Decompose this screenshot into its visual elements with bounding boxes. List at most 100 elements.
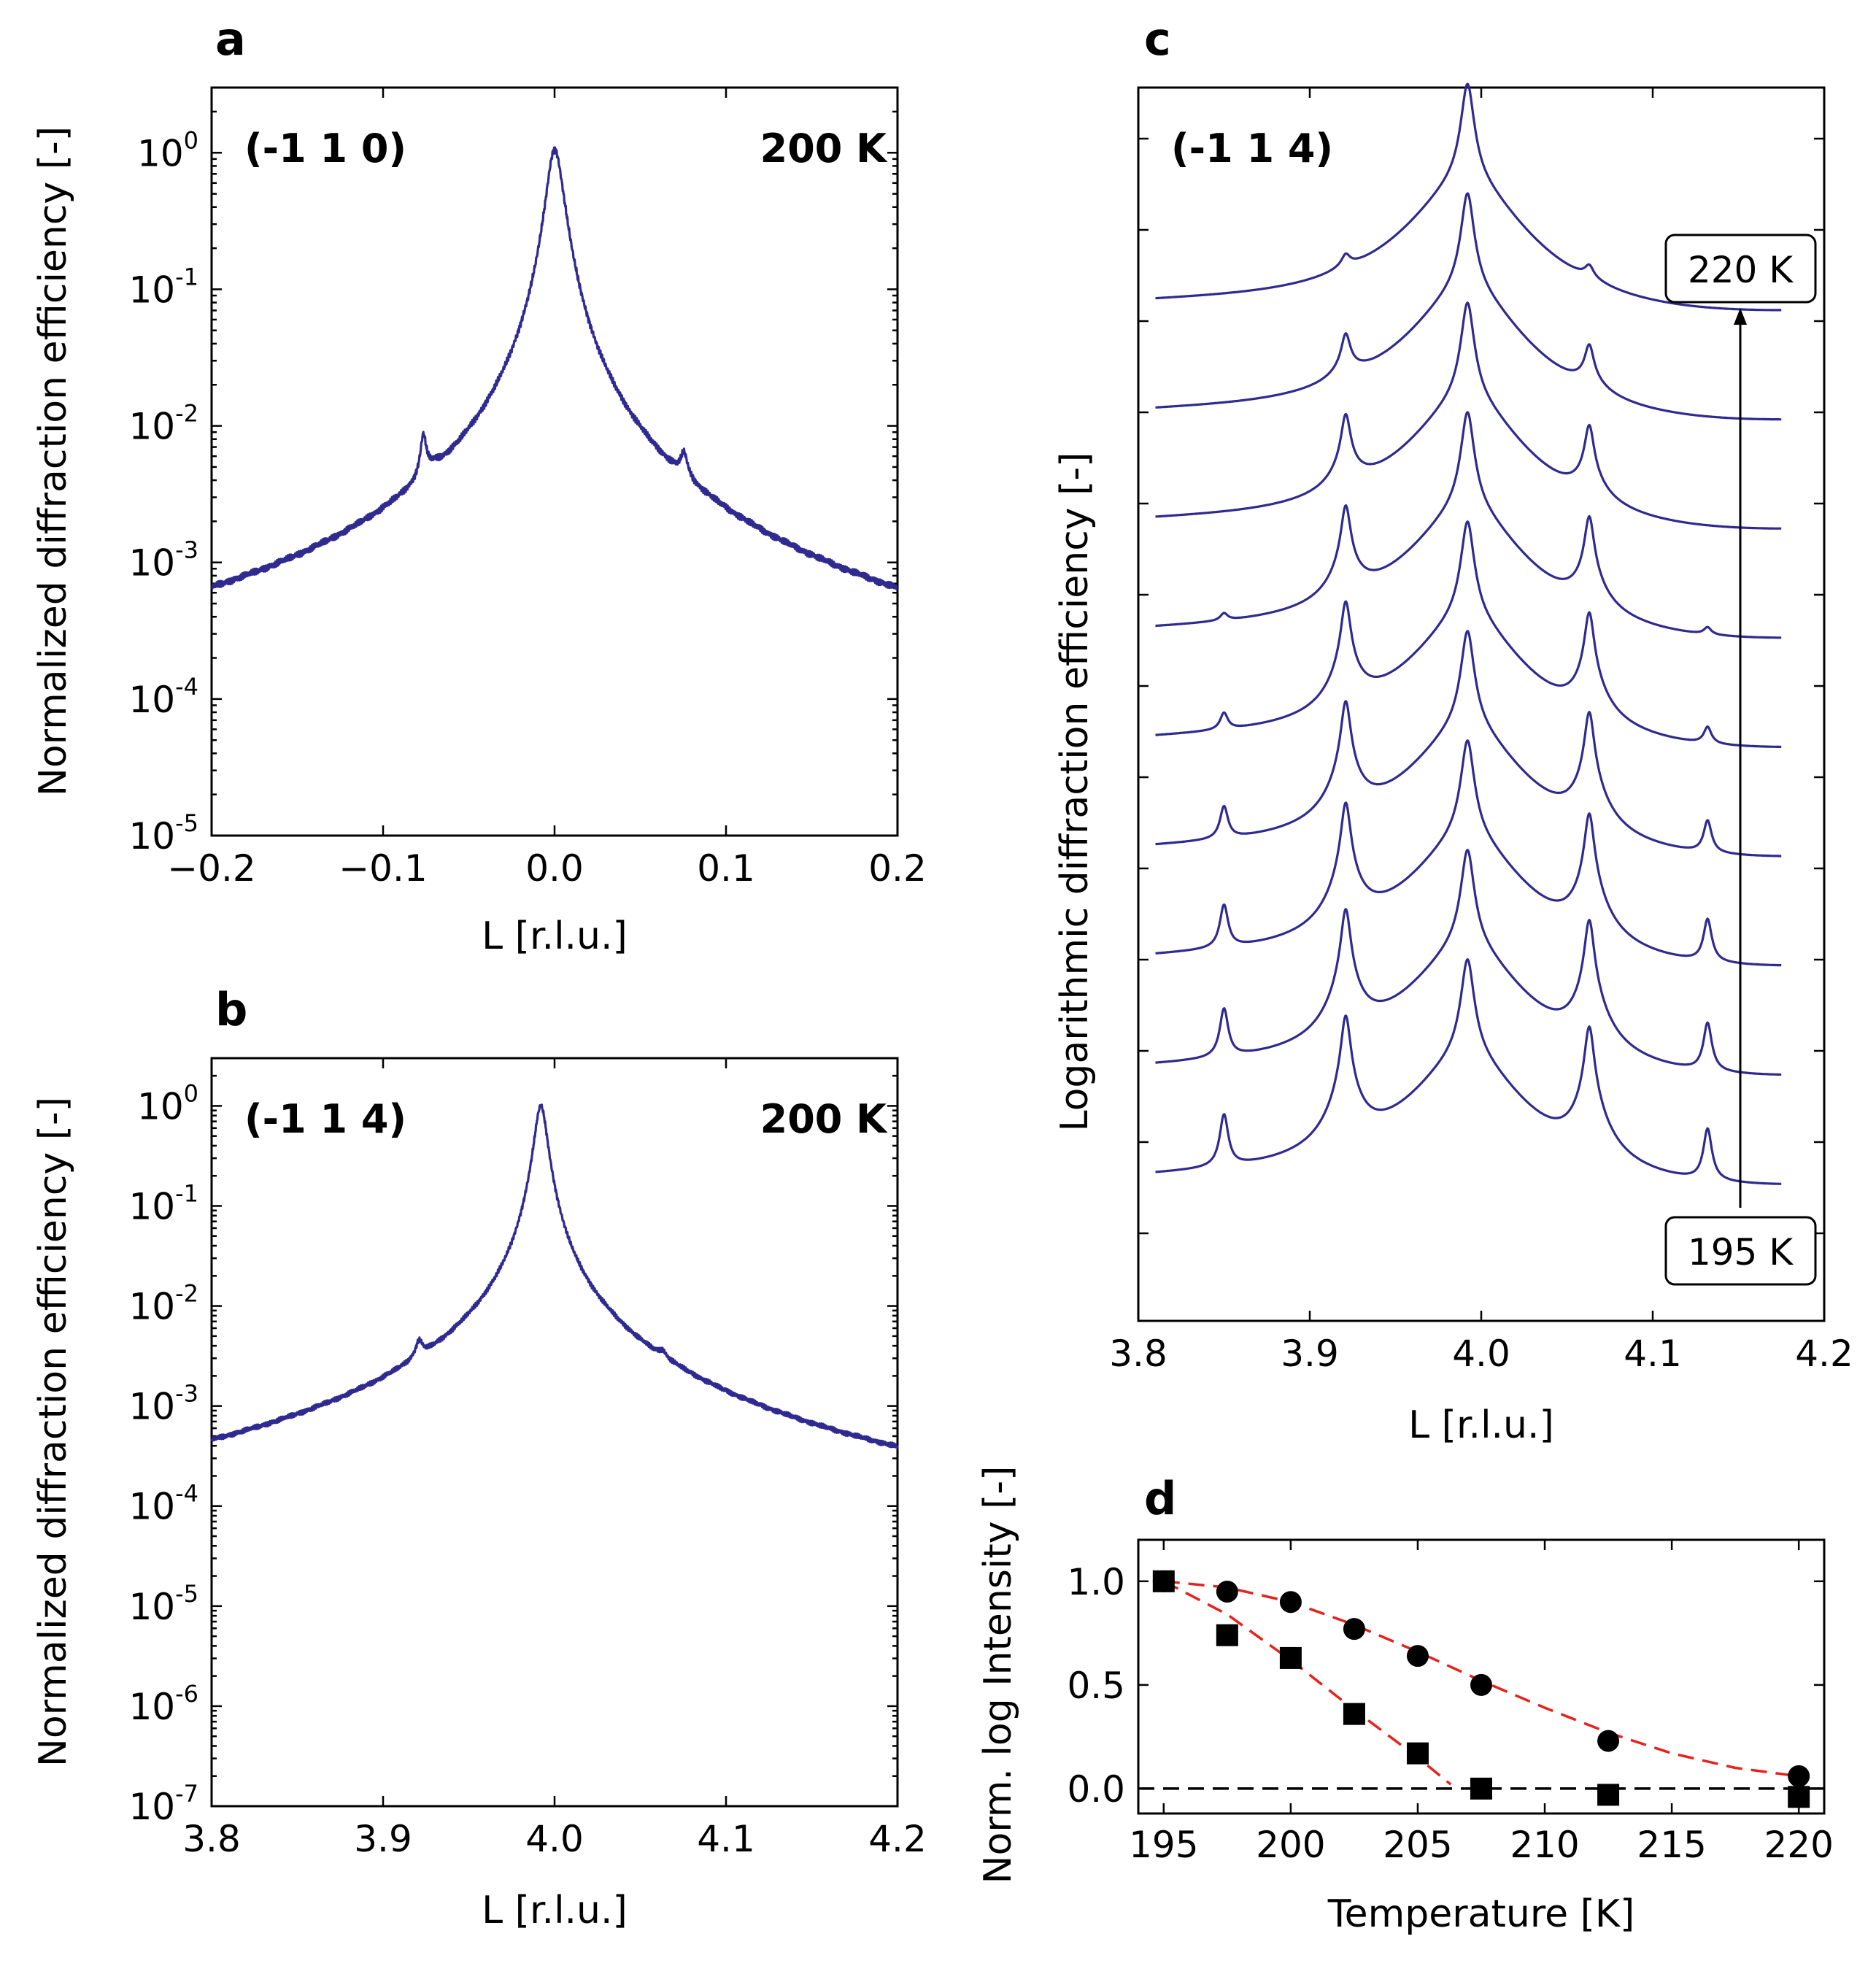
a-ytick-label: 10-4	[128, 673, 198, 721]
d-point-square	[1788, 1786, 1810, 1808]
b-xtick-label: 4.2	[868, 1818, 927, 1860]
d-xtick-label: 200	[1256, 1824, 1325, 1866]
panel-b-axes: 3.8 3.9 4.0 4.1 4.2 10-7 10-6 10-5 10-4 10-3 10-2 1…	[128, 1057, 927, 1860]
d-ytick-label: 0.0	[1067, 1768, 1125, 1811]
a-xtick-label: 0.0	[525, 847, 584, 890]
panel-d-ylabel: Norm. log Intensity [-]	[976, 1466, 1020, 1884]
c-series-205K	[1154, 520, 1782, 748]
panel-letter-d: d	[1144, 1472, 1176, 1525]
panel-b: b 3.8 3.9 4.0 4.1 4.2 10-7 10-6 10-5 10-4 10-3 10-…	[31, 983, 927, 1932]
b-xtick-label: 3.9	[354, 1818, 412, 1860]
panel-a-series-200K	[211, 146, 898, 590]
d-xtick-label: 220	[1764, 1824, 1833, 1866]
b-ytick-label: 10-1	[128, 1179, 198, 1227]
b-ytick-label: 10-4	[128, 1480, 198, 1528]
d-point-square	[1216, 1624, 1238, 1646]
panel-c: c 3.8 3.9 4.0 4.1 4.2 (-1 1 4) 220 K 195 K L…	[1053, 12, 1853, 1447]
d-point-square	[1279, 1646, 1302, 1669]
panel-b-ylabel: Normalized diffraction efficiency [-]	[31, 1097, 75, 1767]
b-ytick-label: 100	[137, 1079, 198, 1127]
top-temperature-label: 220 K	[1688, 249, 1794, 291]
a-xtick-label: 0.1	[697, 847, 755, 890]
d-xtick-label: 215	[1637, 1824, 1706, 1866]
a-xtick-label: −0.1	[339, 847, 427, 890]
panel-d-frame	[1137, 1538, 1826, 1815]
panel-c-ylabel: Logarithmic diffraction efficiency [-]	[1053, 452, 1097, 1132]
d-xtick-label: 195	[1129, 1824, 1198, 1866]
panel-a-xlabel: L [r.l.u.]	[482, 914, 628, 958]
c-xtick-label: 3.9	[1281, 1333, 1339, 1375]
panel-letter-a: a	[215, 12, 246, 66]
panel-a-axes: −0.2 −0.1 0.0 0.1 0.2 10-5 10-4 10-3 10-2 10-1 100	[128, 86, 927, 890]
a-ytick-label: 10-3	[128, 536, 198, 585]
b-ytick-label: 10-6	[128, 1680, 198, 1728]
panel-a-reflection: (-1 1 0)	[244, 126, 406, 171]
a-ytick-label: 10-5	[128, 809, 198, 857]
d-xtick-label: 205	[1383, 1824, 1452, 1866]
panel-b-reflection: (-1 1 4)	[244, 1096, 406, 1142]
c-xtick-label: 4.2	[1795, 1333, 1853, 1375]
b-xtick-label: 3.8	[182, 1818, 241, 1860]
d-ytick-label: 1.0	[1067, 1561, 1125, 1603]
panel-letter-b: b	[215, 983, 247, 1036]
bottom-temperature-box: 195 K	[1664, 1216, 1817, 1286]
panel-b-xlabel: L [r.l.u.]	[482, 1889, 628, 1932]
panel-c-reflection: (-1 1 4)	[1171, 126, 1333, 171]
bottom-temperature-label: 195 K	[1688, 1231, 1794, 1273]
panel-d: d 195 200 205 210 215 220 0.0 0.5 1.0 Temperatur…	[976, 1466, 1834, 1936]
panel-d-xlabel: Temperature [K]	[1327, 1892, 1635, 1936]
d-point-square	[1152, 1570, 1175, 1592]
panel-b-temperature: 200 K	[760, 1096, 889, 1142]
d-point-circle	[1279, 1591, 1302, 1614]
panel-a-frame	[210, 86, 899, 837]
b-ytick-label: 10-7	[128, 1780, 198, 1828]
d-xtick-label: 210	[1510, 1824, 1579, 1866]
d-point-circle	[1470, 1673, 1492, 1696]
d-point-circle	[1406, 1645, 1429, 1668]
panel-a-temperature: 200 K	[760, 126, 889, 171]
panel-letter-c: c	[1144, 12, 1171, 66]
c-series-202.5K	[1154, 630, 1782, 857]
a-xtick-label: −0.2	[167, 847, 255, 890]
temperature-arrow-head	[1734, 308, 1747, 325]
panel-b-series-200K	[210, 1103, 899, 1449]
a-ytick-label: 10-1	[128, 263, 198, 311]
top-temperature-box: 220 K	[1664, 234, 1817, 304]
panel-c-axes: 3.8 3.9 4.0 4.1 4.2	[1109, 88, 1853, 1375]
d-point-circle	[1788, 1765, 1810, 1787]
c-xtick-label: 4.1	[1624, 1333, 1682, 1375]
b-ytick-label: 10-5	[128, 1580, 198, 1628]
panel-a-ylabel: Normalized diffraction efficiency [-]	[31, 126, 75, 796]
panel-d-axes: 195 200 205 210 215 220 0.0 0.5 1.0	[1067, 1540, 1834, 1866]
panel-c-xlabel: L [r.l.u.]	[1408, 1403, 1554, 1447]
c-series-207.5K	[1154, 411, 1782, 639]
panel-a: a −0.2 −0.1 0.0 0.1 0.2 10-5 10-4 10-3 10-2 10-1 1…	[31, 12, 927, 958]
d-fit-square-fit	[1162, 1580, 1452, 1786]
d-point-square	[1406, 1742, 1429, 1765]
c-xtick-label: 3.8	[1109, 1333, 1167, 1375]
c-series-195K	[1154, 958, 1782, 1185]
panel-b-frame	[210, 1057, 899, 1808]
c-xtick-label: 4.0	[1452, 1333, 1510, 1375]
c-series-215K	[1154, 192, 1782, 421]
d-ytick-label: 0.5	[1067, 1665, 1125, 1707]
d-point-circle	[1597, 1730, 1620, 1752]
d-point-square	[1470, 1777, 1492, 1800]
a-ytick-label: 10-2	[128, 400, 198, 448]
b-xtick-label: 4.1	[697, 1818, 755, 1860]
a-xtick-label: 0.2	[868, 847, 927, 890]
d-point-circle	[1343, 1618, 1365, 1641]
b-xtick-label: 4.0	[525, 1818, 584, 1860]
c-series-197.5K	[1154, 849, 1782, 1076]
panel-c-series-group	[1154, 82, 1782, 1185]
a-ytick-label: 100	[137, 126, 198, 174]
d-point-square	[1597, 1784, 1620, 1806]
b-ytick-label: 10-3	[128, 1380, 198, 1428]
d-point-circle	[1216, 1581, 1238, 1603]
c-series-200K	[1154, 739, 1782, 967]
b-ytick-label: 10-2	[128, 1280, 198, 1328]
panel-d-points	[1152, 1570, 1810, 1808]
d-point-square	[1343, 1703, 1365, 1725]
c-series-210K	[1154, 301, 1782, 530]
